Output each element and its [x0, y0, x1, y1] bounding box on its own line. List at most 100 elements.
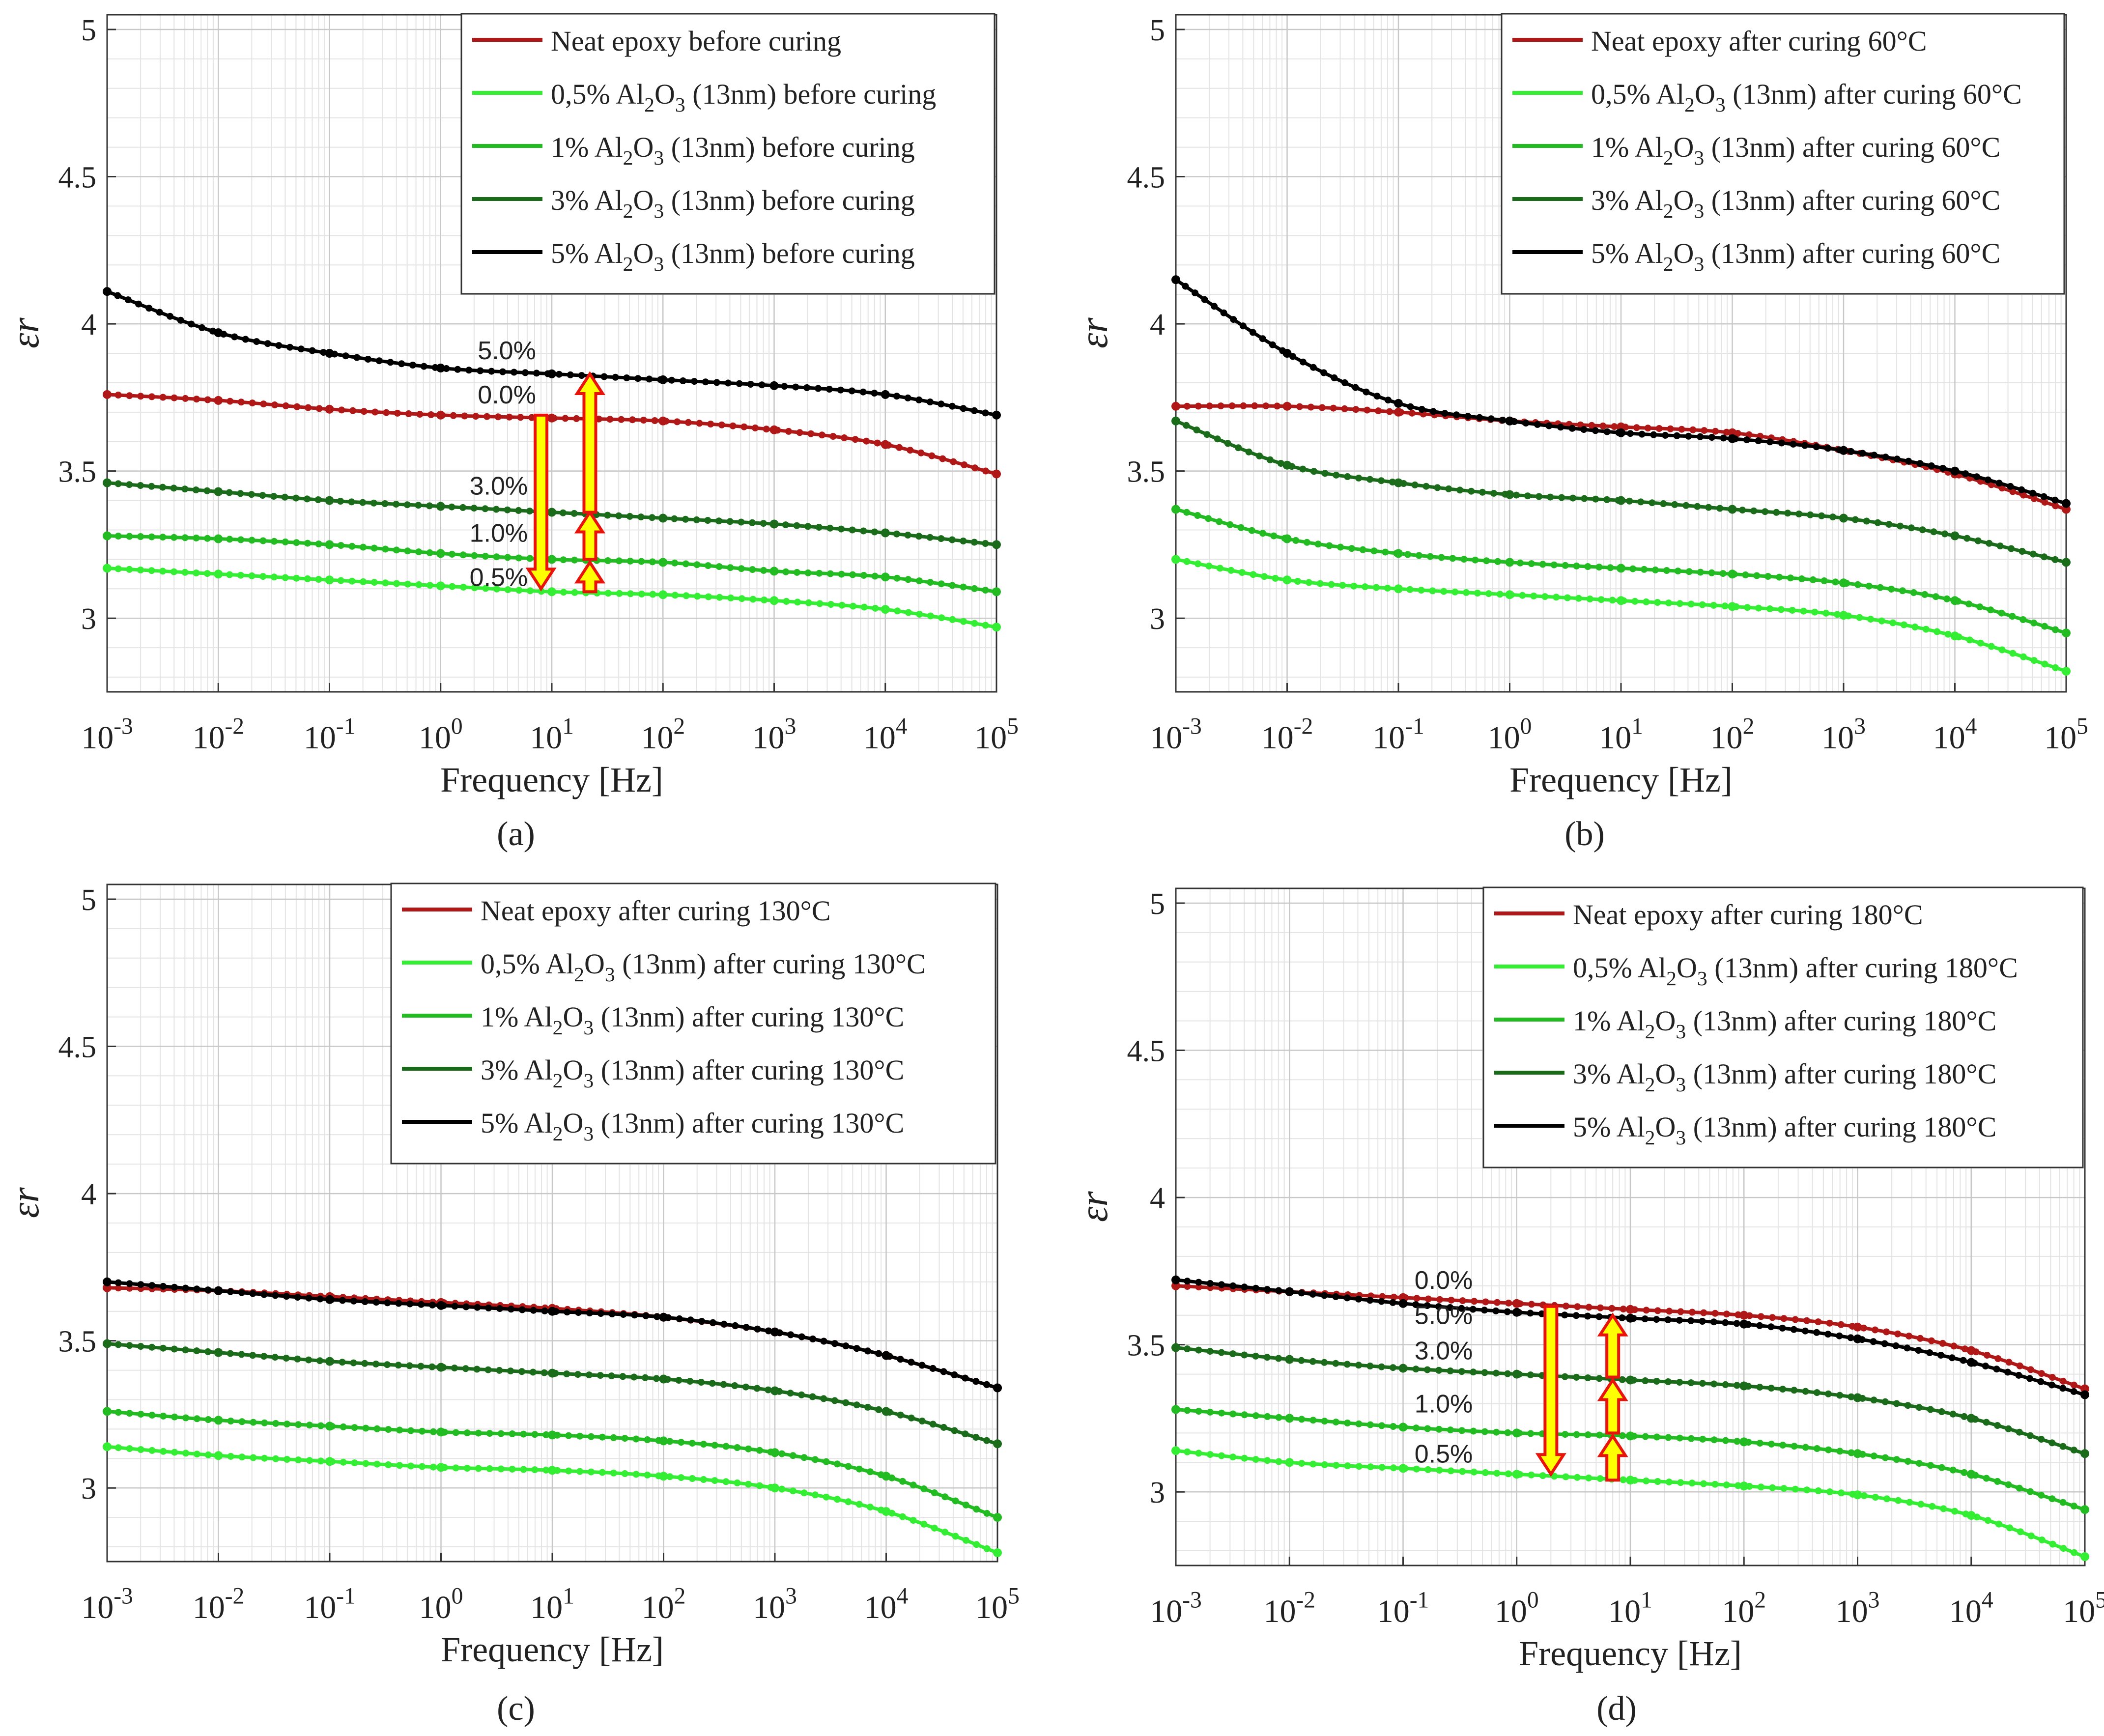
x-tick-label: 100 [419, 1583, 463, 1625]
data-point [646, 375, 653, 383]
data-point [231, 333, 238, 341]
data-point [1711, 1480, 1719, 1488]
panel-caption: (b) [1564, 815, 1605, 853]
data-point [1441, 410, 1449, 417]
data-point [1183, 558, 1191, 565]
data-point [769, 596, 779, 605]
data-point [949, 402, 956, 410]
data-point [2051, 496, 2059, 504]
data-point [644, 1436, 651, 1443]
data-point [306, 1457, 313, 1464]
data-point [1585, 1474, 1592, 1481]
data-point [642, 1312, 650, 1319]
data-point [1573, 562, 1580, 569]
data-point [103, 531, 112, 541]
data-point [375, 357, 383, 365]
data-point [182, 1414, 190, 1422]
data-point [1505, 558, 1514, 567]
data-point [1769, 1484, 1776, 1491]
data-point [1933, 628, 1941, 635]
data-point [171, 568, 177, 575]
data-point [1915, 1404, 1923, 1411]
data-point [769, 567, 779, 576]
data-point [1825, 1446, 1832, 1453]
data-point [1448, 1296, 1455, 1304]
data-point [1294, 578, 1302, 585]
data-point [1469, 1306, 1477, 1313]
data-point [1541, 593, 1549, 600]
x-tick-label: 10-2 [192, 713, 244, 756]
data-point [1851, 516, 1859, 523]
data-point [1728, 602, 1737, 611]
data-point [493, 553, 500, 561]
data-point [2037, 1378, 2045, 1385]
data-point [1905, 1458, 1911, 1465]
data-point [1854, 581, 1861, 588]
data-point [242, 336, 249, 343]
data-point [758, 381, 766, 389]
data-point [384, 1299, 391, 1307]
data-point [533, 370, 540, 377]
data-point [634, 375, 642, 382]
data-point [2041, 499, 2048, 506]
data-point [1870, 1396, 1877, 1404]
data-point [203, 487, 211, 494]
data-point [1906, 1499, 1913, 1506]
data-point [248, 491, 255, 498]
data-point [1921, 591, 1929, 598]
data-point [1492, 1307, 1500, 1314]
data-point [325, 1422, 334, 1431]
data-point [1411, 481, 1419, 488]
data-point [1248, 527, 1255, 534]
data-point [1545, 422, 1553, 429]
data-point [360, 543, 367, 551]
data-point [1984, 476, 1991, 484]
annotation-label: 0.5% [470, 563, 528, 592]
data-point [1837, 1321, 1845, 1328]
data-point [1262, 402, 1270, 410]
data-point [542, 1431, 550, 1438]
data-point [305, 1294, 313, 1302]
data-point [1366, 1421, 1374, 1428]
data-point [1261, 573, 1268, 580]
data-point [2019, 548, 2026, 555]
data-point [396, 1462, 403, 1469]
data-point [1654, 1478, 1661, 1485]
data-point [1739, 1437, 1749, 1447]
data-point [809, 1336, 817, 1342]
series-4 [103, 1339, 1002, 1449]
data-point [1355, 1362, 1363, 1369]
data-point [926, 534, 934, 541]
data-point [571, 556, 578, 564]
data-point [1321, 1292, 1328, 1299]
data-point [114, 565, 122, 572]
data-point [1435, 1303, 1442, 1310]
series-1 [103, 390, 1001, 479]
data-point [576, 1468, 584, 1475]
data-point [745, 1480, 752, 1488]
data-point [1184, 1345, 1191, 1353]
data-point [250, 1454, 257, 1461]
data-point [931, 1524, 938, 1532]
data-point [654, 1313, 661, 1320]
y-tick-label: 4 [1150, 1182, 1165, 1215]
data-point [1245, 448, 1252, 455]
data-point [1218, 1281, 1225, 1288]
data-point [1966, 1346, 1976, 1355]
data-point [1459, 1468, 1466, 1475]
data-point [1171, 1405, 1180, 1414]
data-point [1993, 1366, 2000, 1373]
data-point [1881, 1340, 1888, 1347]
data-point [1214, 435, 1221, 443]
data-point [1309, 364, 1317, 371]
legend-entry: Neat epoxy after curing 130°C [481, 895, 831, 927]
data-point [2070, 1388, 2077, 1395]
data-point [1667, 425, 1674, 432]
chart-panel-a: 10-3 10-2 10-1 100 101 102 103 104 10533.544.55F… [4, 13, 1019, 853]
data-point [1983, 1475, 1990, 1482]
data-point [1960, 1357, 1967, 1364]
data-point [496, 1305, 504, 1312]
data-point [1900, 621, 1907, 628]
data-point [829, 433, 837, 440]
data-point [1722, 1319, 1729, 1326]
